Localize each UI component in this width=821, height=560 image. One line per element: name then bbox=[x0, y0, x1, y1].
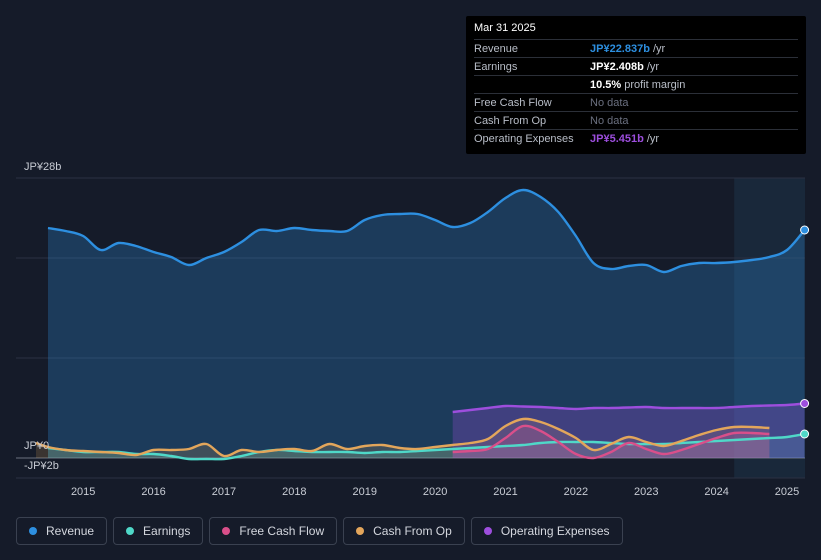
x-tick-label: 2019 bbox=[352, 486, 376, 498]
tooltip-row: Revenue JP¥22.837b/yr bbox=[474, 39, 798, 57]
x-tick-label: 2018 bbox=[282, 486, 306, 498]
x-tick-label: 2017 bbox=[212, 486, 236, 498]
legend-dot-icon bbox=[222, 527, 231, 535]
y-axis-labels: JP¥28b JP¥0 -JP¥2b bbox=[24, 161, 61, 472]
series-line-revenue bbox=[47, 188, 806, 274]
x-tick-label: 2024 bbox=[704, 486, 728, 498]
legend-item-cash-from-op[interactable]: Cash From Op bbox=[343, 517, 465, 545]
y-bottom-label: -JP¥2b bbox=[24, 460, 59, 472]
tooltip-row: Earnings JP¥2.408b/yr bbox=[474, 57, 798, 75]
tooltip-row-value: JP¥2.408b bbox=[590, 60, 644, 73]
tooltip-panel: Mar 31 2025 Revenue JP¥22.837b/yr Earnings… bbox=[466, 16, 806, 154]
tooltip-row-unit: /yr bbox=[652, 42, 666, 55]
tooltip-row-value: No data bbox=[590, 96, 629, 109]
series-line-earnings bbox=[47, 432, 805, 461]
x-tick-label: 2021 bbox=[493, 486, 517, 498]
legend-item-earnings[interactable]: Earnings bbox=[113, 517, 204, 545]
series-end-marker-revenue bbox=[800, 225, 810, 235]
tooltip-row-value: JP¥22.837b bbox=[590, 42, 650, 55]
tooltip-date: Mar 31 2025 bbox=[474, 22, 536, 34]
x-tick-label: 2023 bbox=[634, 486, 658, 498]
tooltip-row-label: Cash From Op bbox=[474, 114, 547, 127]
tooltip-rows: Revenue JP¥22.837b/yr Earnings JP¥2.408b/yr… bbox=[474, 39, 798, 147]
legend: Revenue Earnings Free Cash Flow Cash From O… bbox=[16, 517, 623, 547]
legend-item-revenue[interactable]: Revenue bbox=[16, 517, 108, 545]
legend-label: Operating Expenses bbox=[500, 524, 610, 538]
series-area-revenue bbox=[48, 189, 805, 458]
series-area-cash-from-op bbox=[36, 418, 770, 458]
series-line-operating-expenses bbox=[452, 402, 805, 414]
legend-dot-icon bbox=[483, 527, 492, 535]
series-line-free-cash-flow bbox=[452, 424, 770, 460]
tooltip-row-label: Revenue bbox=[474, 42, 519, 55]
tooltip-row-unit: /yr bbox=[646, 60, 660, 73]
x-tick-label: 2025 bbox=[775, 486, 799, 498]
y-zero-label: JP¥0 bbox=[24, 440, 49, 452]
tooltip-row-label: Free Cash Flow bbox=[474, 96, 552, 109]
tooltip-row-unit: profit margin bbox=[624, 78, 686, 91]
series-end-markers bbox=[800, 225, 810, 439]
legend-item-free-cash-flow[interactable]: Free Cash Flow bbox=[209, 517, 338, 545]
x-axis-labels: 2015 2016 2017 2018 2019 2020 2021 2022 2023 2024… bbox=[71, 486, 799, 498]
x-tick-label: 2016 bbox=[141, 486, 165, 498]
tooltip-row: Free Cash Flow No data bbox=[474, 93, 798, 111]
x-tick-label: 2022 bbox=[564, 486, 588, 498]
series-end-marker-earnings bbox=[800, 429, 810, 439]
tooltip-row-label: Operating Expenses bbox=[474, 132, 574, 145]
series-areas bbox=[36, 189, 805, 460]
tooltip-row-unit: /yr bbox=[646, 132, 660, 145]
tooltip-row-value: JP¥5.451b bbox=[590, 132, 644, 145]
legend-item-operating-expenses[interactable]: Operating Expenses bbox=[470, 517, 623, 545]
tooltip-row-value: No data bbox=[590, 114, 629, 127]
legend-label: Cash From Op bbox=[373, 524, 452, 538]
series-area-operating-expenses bbox=[452, 403, 805, 458]
series-line-cash-from-op bbox=[35, 417, 770, 458]
y-top-label: JP¥28b bbox=[24, 161, 61, 173]
series-end-marker-operating-expenses bbox=[800, 399, 810, 408]
x-tick-label: 2015 bbox=[71, 486, 95, 498]
series-area-earnings bbox=[48, 434, 805, 460]
legend-label: Revenue bbox=[46, 524, 95, 538]
gridlines bbox=[16, 177, 805, 479]
legend-dot-icon bbox=[29, 527, 37, 535]
legend-dot-icon bbox=[126, 527, 135, 535]
tooltip-row: 10.5% profit margin bbox=[474, 75, 798, 93]
legend-label: Free Cash Flow bbox=[239, 524, 325, 538]
tooltip-row-value: 10.5% bbox=[590, 78, 622, 91]
series-lines bbox=[35, 188, 806, 461]
x-tick-label: 2020 bbox=[423, 486, 447, 498]
legend-label: Earnings bbox=[143, 524, 191, 538]
series-area-free-cash-flow bbox=[452, 425, 770, 459]
tooltip-row: Operating Expenses JP¥5.451b/yr bbox=[474, 129, 798, 147]
tooltip-row-label: Earnings bbox=[474, 60, 518, 73]
legend-dot-icon bbox=[356, 527, 365, 535]
tooltip-row: Cash From Op No data bbox=[474, 111, 798, 129]
